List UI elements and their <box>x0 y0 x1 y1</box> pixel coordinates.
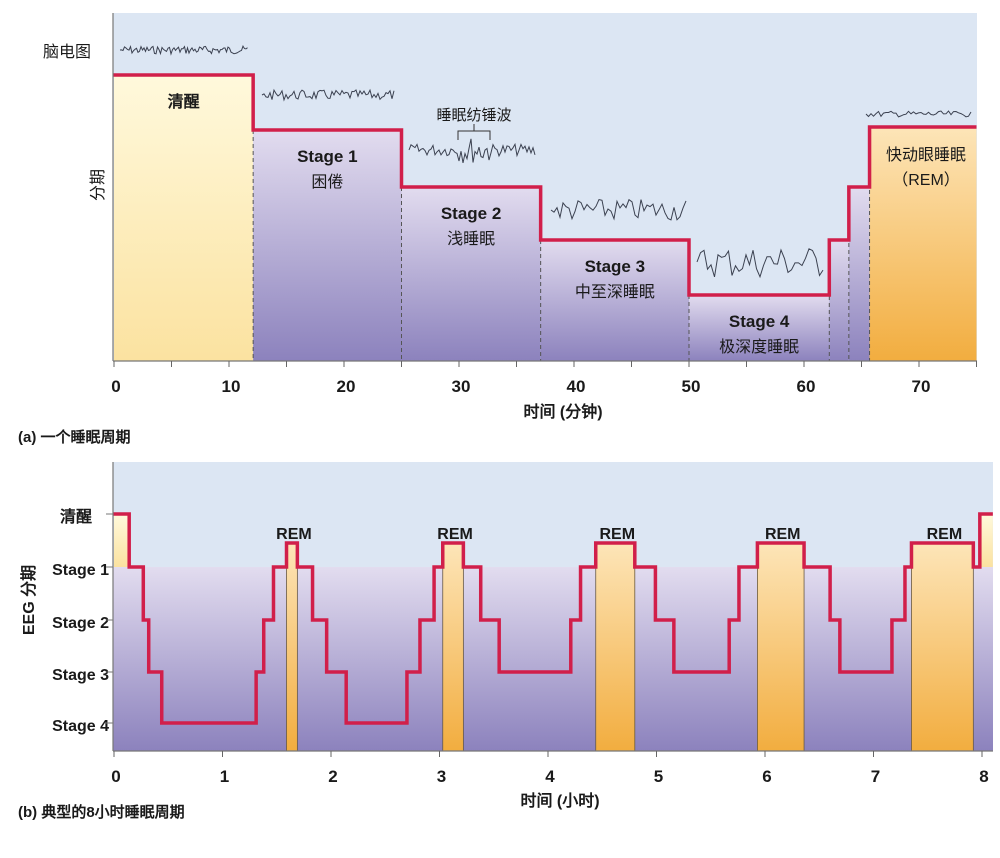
y-tick-label: 清醒 <box>60 508 92 526</box>
wake-period-fill <box>114 514 130 567</box>
panel-b-stage-fill <box>113 567 993 751</box>
eeg-waveform-trace <box>119 45 248 56</box>
rem-period-bar <box>442 542 464 752</box>
stage-label: 困倦 <box>311 173 343 191</box>
x-tick-label: 20 <box>337 377 356 396</box>
x-tick-label: 8 <box>979 767 988 786</box>
rem-label: REM <box>927 526 963 543</box>
stage-label: 极深度睡眠 <box>719 338 799 356</box>
stage-region-s3 <box>540 240 689 361</box>
panel-a-caption: (a) 一个睡眠周期 <box>18 428 131 446</box>
y-tick-label: Stage 3 <box>52 667 109 684</box>
y-tick-label: Stage 2 <box>52 615 109 632</box>
stage-label: Stage 2 <box>441 204 501 223</box>
x-tick-label: 40 <box>567 377 586 396</box>
rem-label: REM <box>276 526 312 543</box>
stage-label: （REM） <box>892 171 960 189</box>
x-tick-label: 1 <box>220 767 229 786</box>
x-tick-label: 2 <box>328 767 337 786</box>
stage-region-s3 <box>829 240 849 361</box>
panel-a-single-cycle: 0 10 20 30 40 50 60 70 清醒 Stage 1 困倦 Stage 2 浅睡眠 Sta… <box>18 13 977 446</box>
rem-period-bar <box>286 542 298 752</box>
sleep-stage-step-line <box>113 73 977 297</box>
stage-region-s1 <box>253 130 402 361</box>
rem-period-bar <box>757 542 805 752</box>
x-tick-label: 5 <box>654 767 663 786</box>
rem-label: REM <box>437 526 473 543</box>
eeg-waveform-trace <box>696 248 824 279</box>
stage-label: 浅睡眠 <box>447 230 495 248</box>
y-tick-label: Stage 1 <box>52 562 109 579</box>
eeg-waveform-trace <box>261 88 395 102</box>
panel-b-y-axis-label: EEG 分期 <box>19 565 38 635</box>
stage-label: Stage 4 <box>729 312 790 331</box>
rem-label: REM <box>599 526 635 543</box>
panel-a-y-axis-label: 分期 <box>89 169 107 201</box>
x-tick-label: 7 <box>871 767 880 786</box>
wake-period-fill <box>979 514 993 567</box>
stage-region-rem <box>869 127 977 361</box>
eeg-waveform-trace <box>865 110 972 118</box>
x-tick-label: 3 <box>437 767 446 786</box>
stage-label: Stage 1 <box>297 147 357 166</box>
stage-region-wake <box>114 75 254 361</box>
rem-period-bar <box>595 542 636 752</box>
x-tick-label: 30 <box>452 377 471 396</box>
x-tick-label: 60 <box>797 377 816 396</box>
x-tick-label: 0 <box>111 767 120 786</box>
stage-label: 清醒 <box>168 93 200 111</box>
x-tick-label: 6 <box>762 767 771 786</box>
x-tick-label: 70 <box>912 377 931 396</box>
rem-label: REM <box>765 526 801 543</box>
eeg-waveform-trace <box>550 198 687 221</box>
panel-b-eight-hour-cycle: 0 1 2 3 4 5 6 7 8 清醒 Stage 1 Stage 2 Stage 3 Stage 4… <box>18 462 993 821</box>
y-tick-label: Stage 4 <box>52 718 109 735</box>
rem-period-bar <box>911 542 974 752</box>
spindle-bracket <box>457 124 491 140</box>
eeg-waveform-trace <box>408 138 536 164</box>
spindle-label: 睡眠纺锤波 <box>436 107 511 124</box>
stage-label: 中至深睡眠 <box>575 283 655 301</box>
sleep-stage-step-line <box>113 512 993 725</box>
x-tick-label: 4 <box>545 767 555 786</box>
x-tick-label: 10 <box>222 377 241 396</box>
stage-region-s2 <box>848 187 870 361</box>
eeg-label: 脑电图 <box>43 43 91 61</box>
panel-b-x-axis-label: 时间 (小时) <box>520 791 599 810</box>
panel-a-x-axis-label: 时间 (分钟) <box>523 402 602 421</box>
x-tick-label: 0 <box>111 377 120 396</box>
stage-region-s4 <box>689 295 830 361</box>
stage-label: 快动眼睡眠 <box>886 146 966 164</box>
stage-region-s2 <box>401 187 541 361</box>
stage-label: Stage 3 <box>585 257 645 276</box>
x-tick-label: 50 <box>682 377 701 396</box>
panel-b-caption: (b) 典型的8小时睡眠周期 <box>18 803 185 821</box>
